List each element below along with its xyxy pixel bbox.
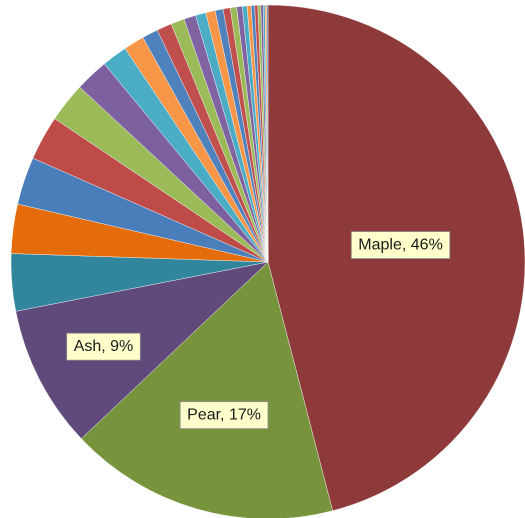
pie-labels: Maple, 46% Pear, 17% Ash, 9%	[66, 231, 451, 430]
pie-label-box	[350, 231, 451, 259]
pie-slices	[10, 4, 525, 518]
pie-label-box	[66, 332, 141, 361]
pie-slice-pear	[81, 261, 333, 518]
pie-label-box	[179, 401, 269, 430]
pie-label-text: Pear, 17%	[187, 407, 261, 424]
pie-label-maple: Maple, 46%	[350, 231, 451, 259]
pie-slice-30	[266, 4, 269, 263]
pie-slice-ash	[15, 261, 269, 439]
pie-label-text: Ash, 9%	[74, 338, 134, 355]
pie-label-text: Maple, 46%	[358, 237, 443, 254]
pie-label-pear: Pear, 17%	[179, 401, 269, 430]
pie-label-ash: Ash, 9%	[66, 332, 141, 361]
